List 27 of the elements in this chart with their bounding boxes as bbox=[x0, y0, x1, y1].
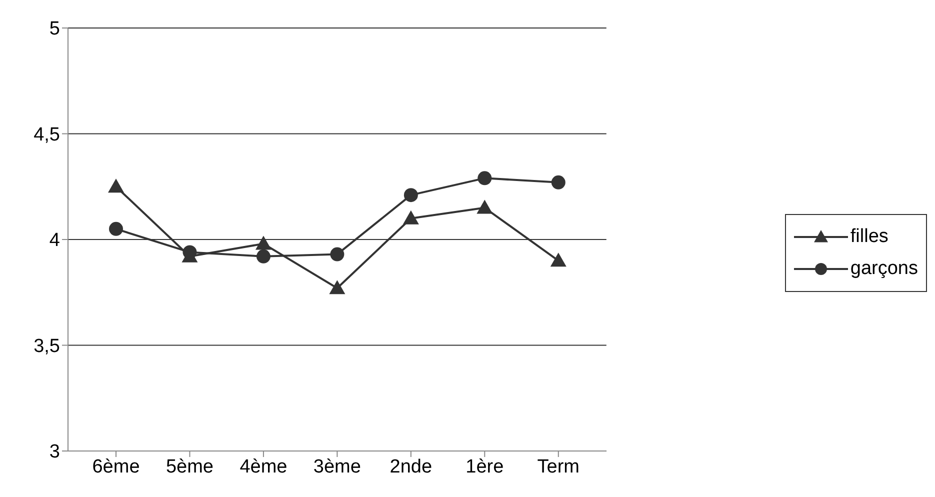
y-tick-label: 4 bbox=[49, 230, 60, 252]
point bbox=[109, 222, 123, 236]
point bbox=[476, 200, 493, 214]
x-tick-label: 5ème bbox=[166, 456, 214, 478]
x-tick-label: Term bbox=[537, 456, 580, 478]
point bbox=[402, 210, 419, 224]
x-tick-label: 3ème bbox=[313, 456, 361, 478]
point bbox=[478, 171, 492, 186]
point bbox=[108, 178, 124, 193]
y-tick-label: 3 bbox=[49, 442, 60, 463]
y-tick-label: 4,5 bbox=[34, 124, 60, 146]
point bbox=[330, 247, 344, 262]
point bbox=[550, 252, 566, 267]
point bbox=[404, 188, 418, 202]
point bbox=[551, 175, 566, 190]
x-tick-label: 1ère bbox=[466, 456, 504, 478]
x-tick-label: 4ème bbox=[240, 456, 288, 478]
x-tick-label: 2nde bbox=[390, 456, 432, 478]
point bbox=[255, 236, 272, 250]
point bbox=[256, 249, 270, 264]
legend-label: garçons bbox=[850, 258, 918, 280]
point bbox=[182, 245, 197, 260]
y-tick-label: 5 bbox=[49, 18, 60, 40]
legend-label: filles bbox=[850, 226, 888, 248]
x-tick-label: 6ème bbox=[92, 456, 140, 478]
y-tick-label: 3,5 bbox=[34, 336, 60, 357]
point bbox=[329, 280, 346, 294]
